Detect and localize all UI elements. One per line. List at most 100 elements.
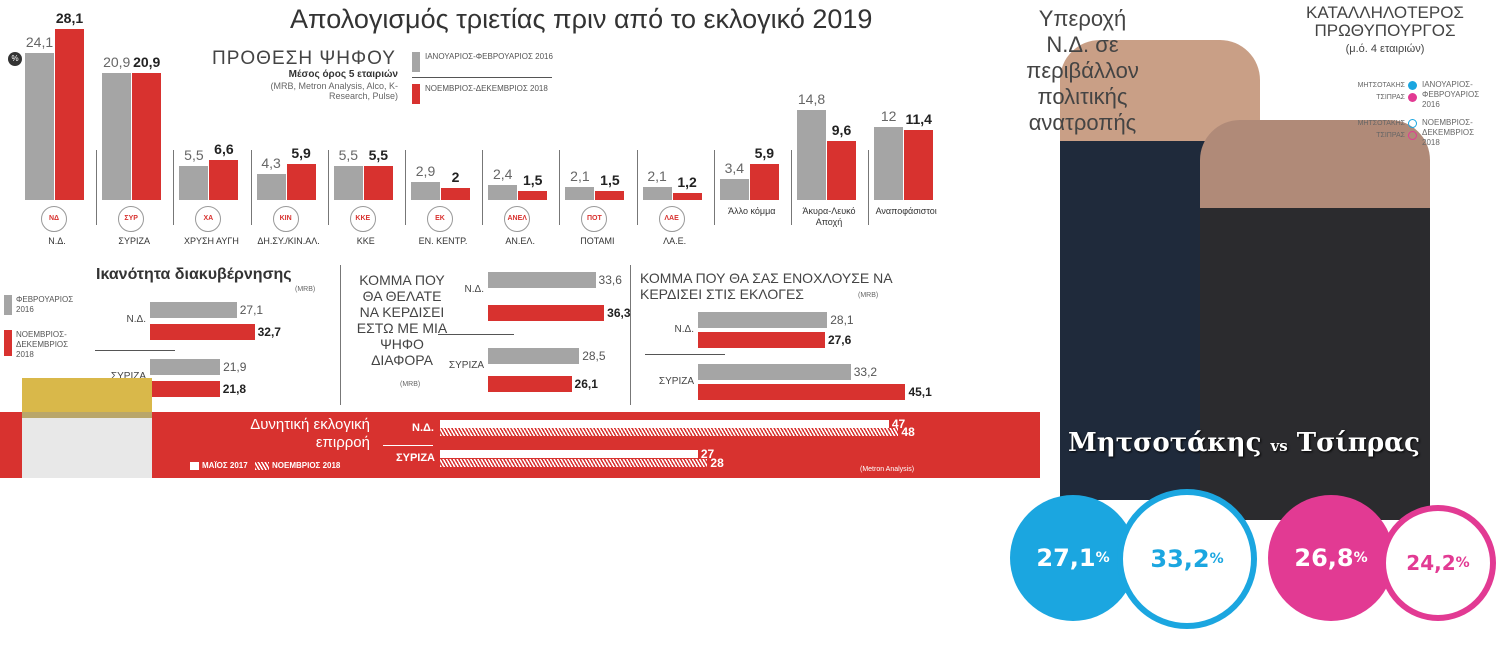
value-label: 6,6 <box>214 140 234 157</box>
bar-2016 <box>333 166 363 200</box>
party-name: Ν.Δ. <box>48 236 66 246</box>
value-label: 45,1 <box>908 385 932 399</box>
party-logo-icon: ΧΑ <box>195 206 222 232</box>
circle-unit: % <box>1353 550 1368 566</box>
bar-2016 <box>488 185 518 200</box>
value-label: 47 <box>891 417 906 431</box>
bar-2018 <box>55 28 84 200</box>
category-label: ΣΥΡΙΖΑ <box>658 376 694 387</box>
bar-2018 <box>672 192 702 200</box>
win-by-one-source: (MRB) <box>400 381 421 388</box>
potential-influence-source: (Metron Analysis) <box>860 466 915 473</box>
hbar-2016 <box>698 364 851 380</box>
bother-title: ΚΟΜΜΑ ΠΟΥ ΘΑ ΣΑΣ ΕΝΟΧΛΟΥΣΕ ΝΑ ΚΕΡΔΙΣΕΙ Σ… <box>640 270 892 302</box>
party-name: ΕΝ. ΚΕΝΤΡ. <box>418 236 468 246</box>
value-label: 20,9 <box>133 53 161 70</box>
value-label: 5,5 <box>338 147 359 164</box>
legend-may-2017: ΜΑΪΟΣ 2017 <box>202 461 248 470</box>
bar-2017 <box>440 450 698 458</box>
party-name: ΚΚΕ <box>356 236 375 246</box>
circle-value: 26,8 <box>1294 544 1354 572</box>
hbar-2018 <box>150 381 220 397</box>
party-logo-icon: ΣΥΡ <box>118 206 145 232</box>
hbar-2016 <box>150 302 237 318</box>
value-label: 12 <box>880 107 897 124</box>
governance-title: Ικανότητα διακυβέρνησης <box>96 266 292 283</box>
tsipras-photo <box>1200 120 1430 520</box>
party-name: Άκυρα-Λευκό Αποχή <box>802 206 856 227</box>
value-label: 9,6 <box>831 122 852 139</box>
value-label: 2 <box>451 168 460 185</box>
party-logo-icon: ΚΙΝ <box>272 206 299 232</box>
hbar-2018 <box>150 324 255 340</box>
party-name: ΔΗ.ΣΥ./ΚΙΝ.ΑΛ. <box>257 236 320 246</box>
value-label: 26,1 <box>574 377 598 391</box>
category-label: Ν.Δ. <box>412 422 434 434</box>
circle-value: 33,2 <box>1150 545 1210 573</box>
bar-2016 <box>25 52 54 200</box>
category-label: Ν.Δ. <box>464 284 484 295</box>
pm-circle: 26,8% <box>1268 495 1394 621</box>
bar-2018 <box>595 190 625 200</box>
value-label: 48 <box>901 425 915 439</box>
governance-source: (MRB) <box>295 286 316 293</box>
pm-circle: 27,1% <box>1010 495 1136 621</box>
value-label: 1,2 <box>677 173 697 190</box>
legend-2016: ΙΑΝΟΥΑΡΙΟΣ-ΦΕΒΡΟΥΑΡΙΟΣ 2016 <box>425 52 553 61</box>
value-label: 28 <box>710 456 724 470</box>
hbar-2018 <box>488 376 572 392</box>
party-logo-icon: ΛΑΕ <box>658 206 685 232</box>
potential-influence-title: Δυνητική εκλογική επιρροή <box>250 416 370 451</box>
headline: Υπεροχή Ν.Δ. σε περιβάλλον πολιτικής ανατροπ… <box>1026 6 1139 135</box>
bar-2016 <box>411 182 440 200</box>
value-label: 24,1 <box>25 33 54 50</box>
group-divider <box>482 150 484 225</box>
group-divider <box>636 150 638 225</box>
group-divider <box>791 150 792 225</box>
vs-title: Μητσοτάκης vs Τσίπρας <box>1068 428 1420 458</box>
party-name: Άλλο κόμμα <box>728 206 776 216</box>
group-divider <box>250 150 252 225</box>
bar-2018 <box>441 187 470 200</box>
bother-source: (MRB) <box>858 292 879 299</box>
value-label: 33,2 <box>853 365 878 379</box>
party-name: Αναποφάσιστοι <box>875 206 937 216</box>
vote-intention-title: ΠΡΟΘΕΣΗ ΨΗΦΟΥ <box>212 48 396 69</box>
value-label: 3,4 <box>724 160 745 177</box>
party-logo-icon: ΕΚ <box>427 206 453 232</box>
bar-2016 <box>179 166 209 200</box>
group-divider <box>713 150 715 225</box>
value-label: 28,1 <box>830 313 854 327</box>
group-divider <box>559 150 561 225</box>
bar-2016 <box>874 126 904 200</box>
group-divider <box>327 150 329 225</box>
bar-2016 <box>102 72 132 200</box>
bar-2016 <box>565 187 595 200</box>
group-divider <box>96 150 98 225</box>
pm-title: ΚΑΤΑΛΛΗΛΟΤΕΡΟΣ ΠΡΩΘΥΠΟΥΡΓΟΣ (μ.ό. 4 εταιρ… <box>1306 3 1464 56</box>
category-label: ΣΥΡΙΖΑ <box>396 452 435 464</box>
pm-circle: 24,2% <box>1380 505 1496 621</box>
value-label: 2,4 <box>492 166 513 183</box>
value-label: 27,1 <box>239 303 264 317</box>
bar-2018 <box>827 141 856 200</box>
value-label: 20,9 <box>103 53 131 70</box>
value-label: 11,4 <box>905 111 932 128</box>
vote-intention-subtitle: Μέσος όρος 5 εταιριών <box>288 69 398 80</box>
party-name: ΑΝ.ΕΛ. <box>505 236 535 246</box>
value-label: 2,9 <box>415 163 436 180</box>
category-label: ΣΥΡΙΖΑ <box>110 371 146 382</box>
value-label: 32,7 <box>257 325 281 339</box>
hbar-2018 <box>698 384 906 400</box>
value-label: 36,3 <box>607 306 631 320</box>
bar-2016 <box>719 179 749 200</box>
ballot-box-image <box>22 378 152 478</box>
bar-2018 <box>518 190 548 200</box>
category-label: ΣΥΡΙΖΑ <box>448 360 484 371</box>
bar-2018 <box>209 159 239 200</box>
hbar-2016 <box>488 348 580 364</box>
group-divider <box>405 150 406 225</box>
bar-2016 <box>642 187 672 200</box>
circle-value: 27,1 <box>1036 544 1096 572</box>
value-label: 4,3 <box>261 154 281 171</box>
